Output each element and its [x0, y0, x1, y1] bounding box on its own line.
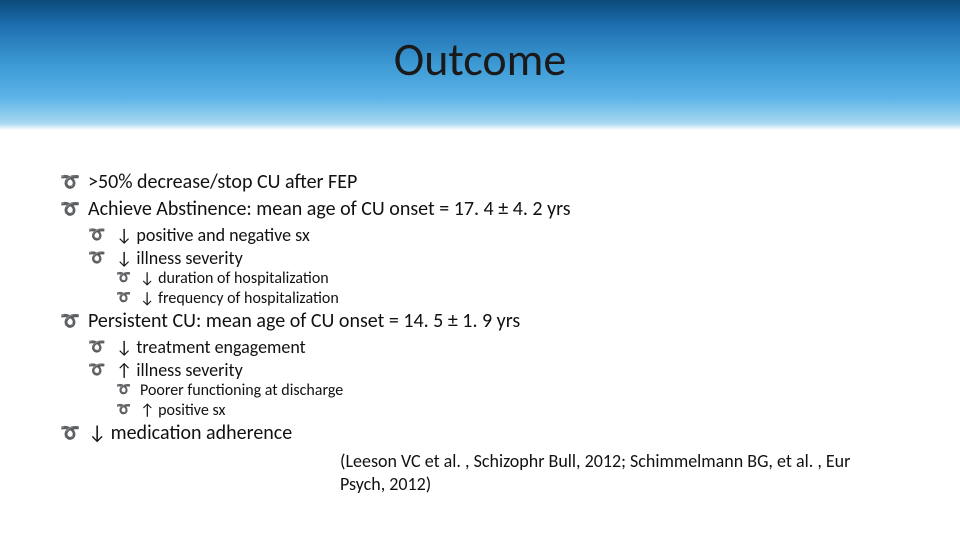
- slide-title: Outcome: [394, 32, 566, 88]
- bullet-item: ↓ positive and negative sx: [88, 224, 920, 247]
- bullet-item: ↓ frequency of hospitalization: [116, 289, 920, 309]
- bullet-item: >50% decrease/stop CU after FEP: [60, 170, 920, 195]
- bullet-item: Poorer functioning at discharge: [116, 381, 920, 401]
- bullet-item: ↑ positive sx: [116, 401, 920, 421]
- citation-text: (Leeson VC et al. , Schizophr Bull, 2012…: [340, 450, 890, 495]
- slide-content: >50% decrease/stop CU after FEP Achieve …: [0, 130, 960, 505]
- bullet-item: Achieve Abstinence: mean age of CU onset…: [60, 197, 920, 222]
- bullet-item: ↓ illness severity: [88, 247, 920, 270]
- bullet-item: ↓ duration of hospitalization: [116, 269, 920, 289]
- slide-header: Outcome: [0, 0, 960, 130]
- bullet-item: ↓ medication adherence: [60, 421, 920, 446]
- bullet-item: ↑ illness severity: [88, 359, 920, 382]
- bullet-item: Persistent CU: mean age of CU onset = 14…: [60, 309, 920, 334]
- bullet-item: ↓ treatment engagement: [88, 336, 920, 359]
